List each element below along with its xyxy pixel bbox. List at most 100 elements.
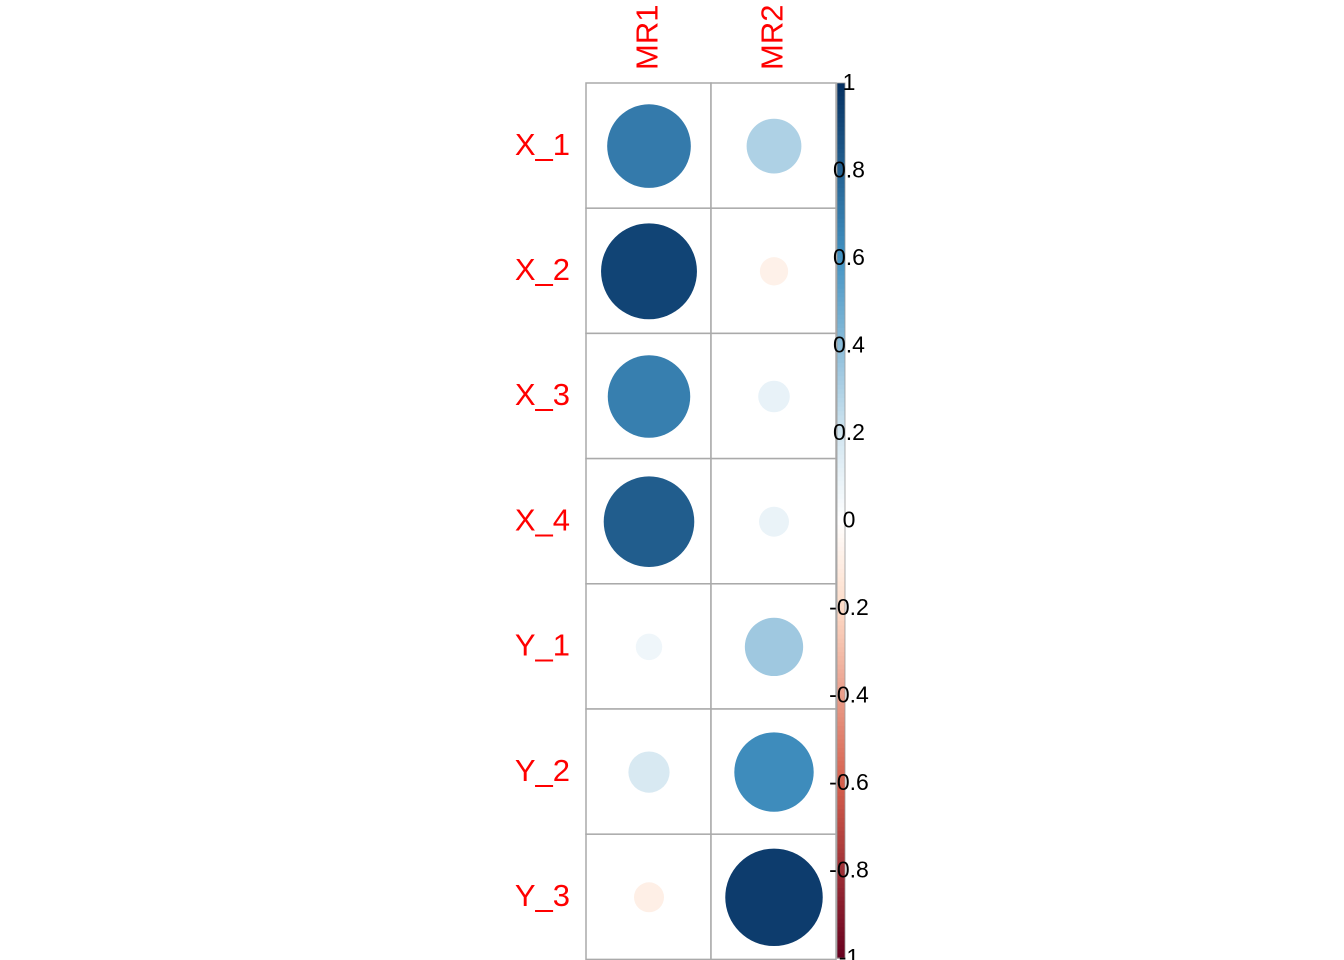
colorbar-segment <box>837 634 845 640</box>
colorbar-segment <box>837 262 845 268</box>
colorbar-segment <box>837 813 845 819</box>
row-label: Y_1 <box>515 628 570 663</box>
colorbar-segment <box>837 104 845 110</box>
colorbar-segment <box>837 433 845 438</box>
colorbar-segment <box>837 778 845 784</box>
colorbar-segment <box>837 520 845 526</box>
colorbar-segment <box>837 914 845 920</box>
colorbar-segment <box>837 857 845 863</box>
colorbar-segment <box>837 266 845 272</box>
colorbar-segment <box>837 100 845 106</box>
colorbar-segment <box>837 748 845 753</box>
colorbar-segment <box>837 713 845 718</box>
colorbar-segment <box>837 87 845 93</box>
colorbar-segment <box>837 196 845 202</box>
colorbar-segment <box>837 223 845 228</box>
colorbar-segment <box>837 940 845 946</box>
colorbar-segment <box>837 428 845 434</box>
colorbar-segment <box>837 161 845 167</box>
colorbar-segment <box>837 651 845 657</box>
colorbar-segment <box>837 848 845 854</box>
colorbar-segment <box>837 481 845 487</box>
circle-marks <box>601 104 823 947</box>
colorbar-segment <box>837 839 845 845</box>
colorbar-segment <box>837 258 845 263</box>
colorbar-segment <box>837 927 845 933</box>
colorbar-segment <box>837 822 845 828</box>
colorbar-segment <box>837 415 845 421</box>
colorbar-segment <box>837 752 845 758</box>
colorbar <box>836 82 846 959</box>
correlation-circle <box>744 617 804 677</box>
colorbar-segment <box>837 529 845 535</box>
colorbar-segment <box>837 888 845 893</box>
colorbar-segment <box>837 769 845 775</box>
colorbar-segment <box>837 284 845 290</box>
colorbar-segment <box>837 144 845 150</box>
colorbar-segment <box>837 153 845 158</box>
colorbar-segment <box>837 314 845 320</box>
colorbar-segment <box>837 131 845 137</box>
colorbar-segment <box>837 122 845 128</box>
colorbar-segment <box>837 411 845 417</box>
colorbar-segment <box>837 205 845 211</box>
colorbar-segment <box>837 673 845 679</box>
colorbar-segment <box>837 472 845 478</box>
colorbar-segment <box>837 796 845 802</box>
colorbar-segment <box>837 398 845 403</box>
colorbar-segment <box>837 831 845 837</box>
colorbar-segment <box>837 844 845 850</box>
colorbar-segment <box>837 380 845 386</box>
colorbar-segment <box>837 739 845 745</box>
colorbar-segment <box>837 594 845 600</box>
colorbar-segment <box>837 625 845 631</box>
colorbar-segment <box>837 896 845 902</box>
colorbar-segment <box>837 371 845 377</box>
colorbar-segment <box>837 923 845 928</box>
colorbar-segment <box>837 459 845 465</box>
colorbar-segment <box>837 437 845 443</box>
colorbar-segment <box>837 599 845 605</box>
colorbar-segment <box>837 660 845 666</box>
colorbar-segment <box>837 279 845 285</box>
colorbar-segment <box>837 498 845 504</box>
colorbar-segment <box>837 691 845 697</box>
colorbar-segment <box>837 524 845 530</box>
colorbar-segment <box>837 389 845 395</box>
column-label: MR1 <box>630 5 665 70</box>
colorbar-segment <box>837 586 845 592</box>
colorbar-tick-labels: 1 0.8 0.6 0.4 0.2 0 -0.2 -0.4 -0.6 -0.8 -1 <box>829 69 869 960</box>
colorbar-segment <box>837 83 845 88</box>
colorbar-segment <box>837 568 845 574</box>
correlation-circle <box>759 506 789 537</box>
correlation-circle <box>628 751 670 793</box>
colorbar-segment <box>837 682 845 688</box>
colorbar-segment <box>837 240 845 246</box>
colorbar-segment <box>837 616 845 622</box>
correlation-circle <box>634 882 664 913</box>
colorbar-segment <box>837 135 845 141</box>
colorbar-segment <box>837 669 845 675</box>
colorbar-segment <box>837 901 845 907</box>
colorbar-segment <box>837 853 845 858</box>
colorbar-segment <box>837 538 845 543</box>
colorbar-segment <box>837 253 845 259</box>
colorbar-segment <box>837 734 845 740</box>
colorbar-segment <box>837 577 845 583</box>
correlation-circle <box>734 732 814 812</box>
correlation-circle <box>635 633 663 661</box>
colorbar-segment <box>837 765 845 771</box>
correlation-circle <box>601 223 697 320</box>
colorbar-segment <box>837 310 845 316</box>
colorbar-segment <box>837 612 845 618</box>
colorbar-segment <box>837 629 845 635</box>
colorbar-tick-label: 0.8 <box>833 157 865 183</box>
colorbar-segment <box>837 402 845 408</box>
colorbar-segment <box>837 113 845 119</box>
colorbar-segment <box>837 590 845 596</box>
colorbar-segment <box>837 91 845 97</box>
colorbar-tick-label: 0.2 <box>833 419 865 445</box>
colorbar-segment <box>837 686 845 692</box>
colorbar-segment <box>837 485 845 491</box>
colorbar-segment <box>837 936 845 942</box>
